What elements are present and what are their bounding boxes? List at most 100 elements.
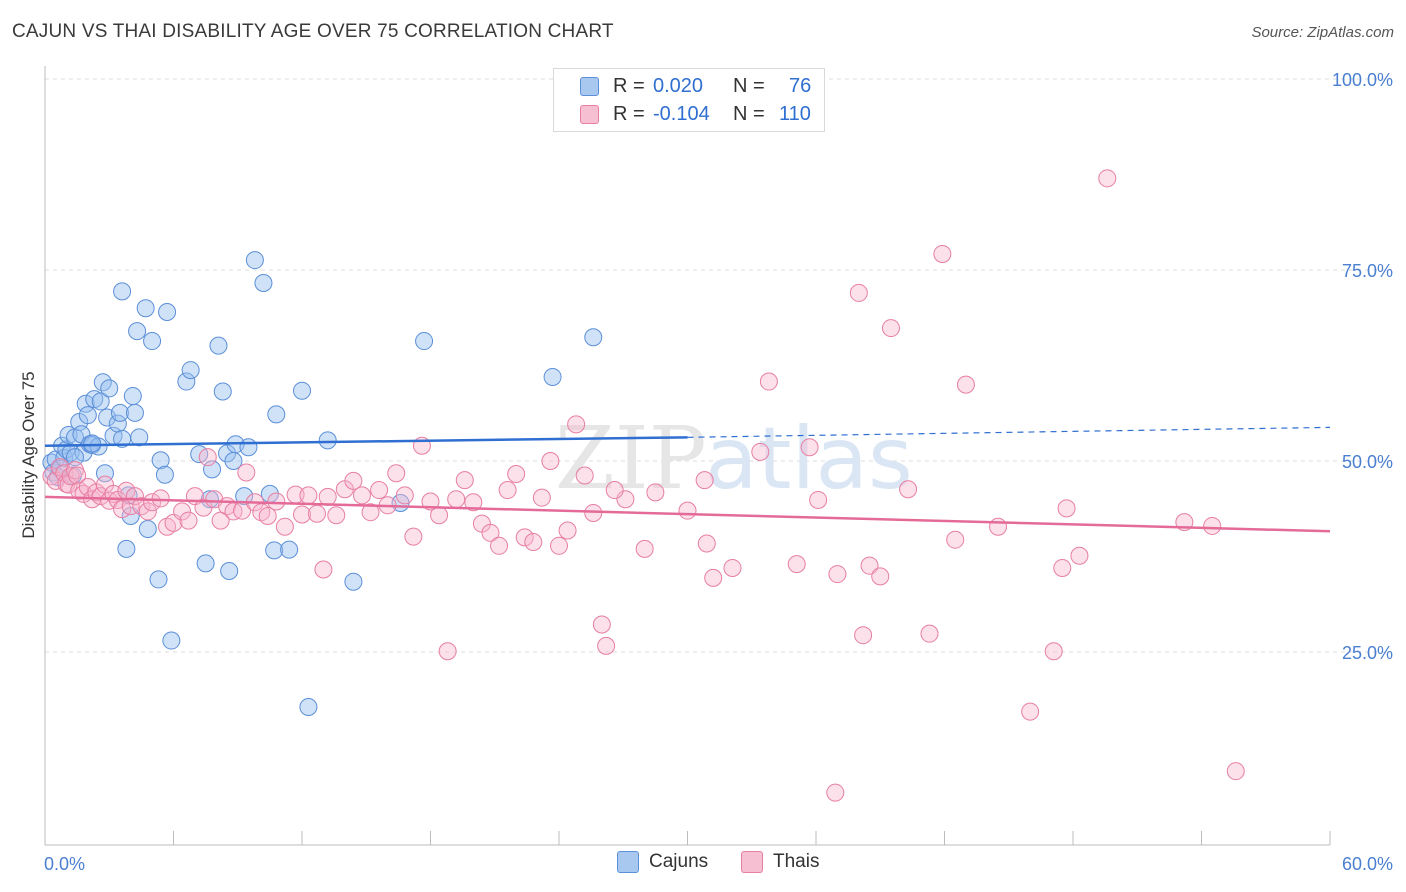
cajun-point [254, 273, 273, 292]
cajun-point [113, 282, 132, 301]
thai-point [704, 568, 723, 587]
legend-r-label: R = [613, 74, 645, 97]
thai-point [881, 319, 900, 338]
thai-point [275, 517, 294, 536]
thai-point [138, 502, 157, 521]
thai-point [635, 539, 654, 558]
watermark-atlas: atlas [705, 409, 913, 509]
cajun-point [123, 387, 142, 406]
cajun-point [203, 460, 222, 479]
thai-point [828, 565, 847, 584]
cajun-point [151, 451, 170, 470]
thai-point [605, 481, 624, 500]
watermark: ZIP atlas [555, 409, 913, 509]
cajun-point [143, 332, 162, 351]
thai-point [1053, 558, 1072, 577]
tick-labels: 25.0% 50.0% 75.0% 100.0% 0.0% 60.0% [44, 70, 1393, 874]
cajun-point [136, 299, 155, 318]
cajun-point [128, 322, 147, 341]
cajun-trend-extension [687, 426, 1331, 438]
thai-point [68, 466, 87, 485]
thai-point [1057, 499, 1076, 518]
legend-r-value: -0.104 [653, 102, 710, 125]
cajun-point [543, 367, 562, 386]
chart-source: Source: ZipAtlas.com [1251, 24, 1394, 41]
cajun-point [83, 434, 102, 453]
bottom-legend-swatch-cajuns [617, 851, 639, 873]
thai-point [558, 521, 577, 540]
thai-point [809, 490, 828, 509]
cajun-point [235, 487, 254, 506]
bottom-legend-label-thais: Thais [773, 851, 820, 872]
bottom-legend: Cajuns Thais [0, 851, 1406, 879]
bottom-legend-thais[interactable]: Thais [741, 851, 819, 873]
legend-n-label: N = [733, 102, 765, 125]
thai-point [121, 497, 140, 516]
thai-point [697, 534, 716, 553]
thai-point [956, 375, 975, 394]
thai-point [899, 480, 918, 499]
thai-point [507, 464, 526, 483]
thai-point [787, 555, 806, 574]
cajun-point [584, 328, 603, 347]
thai-point [438, 642, 457, 661]
thai-point [464, 493, 483, 512]
legend-r-label: R = [613, 102, 645, 125]
cajun-point [155, 465, 174, 484]
thai-point [237, 463, 256, 482]
cajun-point [293, 381, 311, 400]
cajun-point [196, 554, 215, 573]
thai-point [751, 442, 770, 461]
bottom-legend-label-cajuns: Cajuns [649, 851, 709, 872]
thai-point [695, 471, 714, 490]
thai-point [307, 504, 326, 523]
thai-point [800, 438, 819, 457]
thai-point [447, 490, 466, 509]
cajun-point [299, 698, 318, 717]
thai-point [567, 415, 586, 434]
thai-point [481, 523, 500, 542]
thai-point [933, 244, 952, 263]
thai-point [759, 372, 778, 391]
y-tick-label: 50.0% [1342, 452, 1393, 472]
thai-point [404, 527, 423, 546]
thai-point [455, 471, 474, 490]
thai-point [143, 493, 162, 512]
y-tick-label: 25.0% [1342, 643, 1393, 663]
thai-point [871, 567, 890, 586]
x-tick-label: 0.0% [44, 854, 85, 874]
legend-r-value: 0.020 [653, 74, 704, 97]
cajun-point [76, 394, 95, 413]
thai-point [1070, 546, 1089, 565]
cajun-point [267, 405, 286, 424]
axes [44, 66, 1331, 846]
bottom-legend-cajuns[interactable]: Cajuns [617, 851, 708, 873]
x-tick-label: 60.0% [1342, 854, 1393, 874]
cajun-point [100, 379, 119, 398]
thai-point [849, 283, 868, 302]
thai-point [723, 558, 742, 577]
thai-point [179, 511, 198, 530]
thai-point [344, 471, 363, 490]
grid-lines [45, 78, 1392, 653]
thai-point [498, 481, 517, 500]
cajun-point [245, 251, 264, 270]
cajun-point [209, 336, 228, 355]
thai-point [920, 624, 939, 643]
legend-n-label: N = [733, 74, 765, 97]
legend: R = 0.020 N = 76 R = -0.104 N = 110 [553, 68, 825, 132]
cajun-trend-line [44, 436, 688, 447]
thai-point [678, 501, 697, 520]
thai-point [575, 466, 594, 485]
cajun-point [181, 361, 200, 380]
thai-point [597, 636, 616, 655]
cajun-point [78, 406, 97, 425]
cajun-point [158, 303, 177, 322]
cajun-point [91, 392, 110, 411]
thai-point [1098, 169, 1117, 188]
cajun-point [280, 540, 299, 559]
cajun-point [213, 382, 232, 401]
thai-point [173, 502, 192, 521]
thai-point [532, 488, 551, 507]
